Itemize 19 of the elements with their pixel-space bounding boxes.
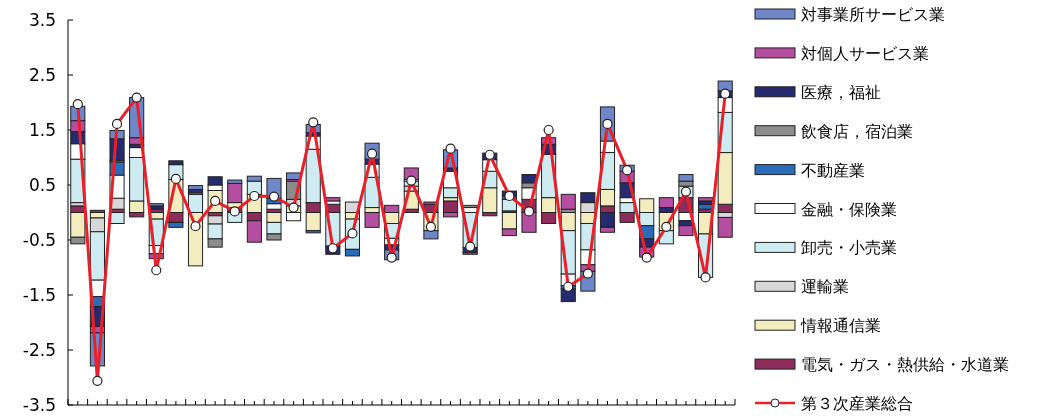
legend-label: 不動産業 xyxy=(801,160,865,180)
legend-label: 電気・ガス・熱供給・水道業 xyxy=(801,355,1009,375)
y-tick-label: 2.5 xyxy=(28,65,56,85)
y-tick-label: -0.5 xyxy=(22,230,56,250)
y-tick-label: -1.5 xyxy=(22,285,56,305)
y-tick-label: 3.5 xyxy=(28,10,56,30)
legend-label: 卸売・小売業 xyxy=(801,238,897,258)
legend-label: 情報通信業 xyxy=(800,316,881,336)
y-tick-label: 1.5 xyxy=(28,120,56,140)
y-tick-label: -2.5 xyxy=(22,340,56,360)
legend-label: 第３次産業総合 xyxy=(801,394,913,413)
legend-label: 対事業所サービス業 xyxy=(801,5,945,24)
y-tick-label: -3.5 xyxy=(22,395,56,415)
legend-label: 飲食店，宿泊業 xyxy=(801,121,913,141)
legend-label: 運輸業 xyxy=(801,277,849,297)
legend-label: 金融・保険業 xyxy=(801,199,897,219)
legend-label: 医療，福祉 xyxy=(801,82,881,102)
y-tick-label: 0.5 xyxy=(28,175,56,195)
legend-label: 対個人サービス業 xyxy=(801,43,929,63)
